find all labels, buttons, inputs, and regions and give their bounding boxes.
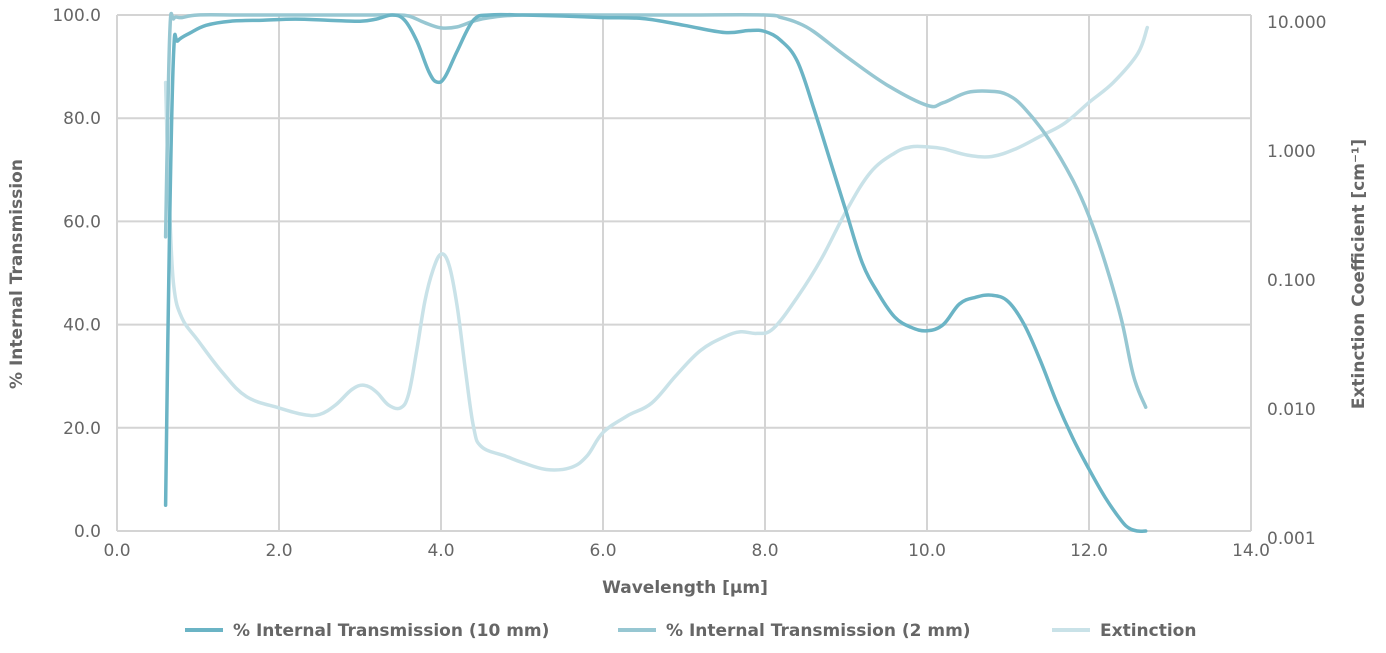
y2-axis-ticks: 0.001 0.010 0.100 1.000 10.000	[1267, 13, 1326, 549]
x-tick-label: 8.0	[751, 541, 778, 561]
y2-tick-label: 0.010	[1267, 400, 1316, 420]
x-tick-label: 4.0	[427, 541, 454, 561]
x-tick-label: 6.0	[589, 541, 616, 561]
x-tick-label: 12.0	[1070, 541, 1108, 561]
legend-label: % Internal Transmission (2 mm)	[666, 621, 971, 641]
legend-item: Extinction	[1052, 621, 1196, 641]
legend-label: Extinction	[1100, 621, 1196, 641]
x-axis-title: Wavelength [µm]	[602, 578, 768, 598]
y2-tick-label: 0.001	[1267, 529, 1316, 549]
y2-axis-title: Extinction Coefficient [cm⁻¹]	[1349, 139, 1369, 409]
x-tick-label: 0.0	[103, 541, 130, 561]
x-axis-ticks: 0.0 2.0 4.0 6.0 8.0 10.0 12.0 14.0	[103, 541, 1269, 561]
y2-tick-label: 0.100	[1267, 271, 1316, 291]
legend-label: % Internal Transmission (10 mm)	[233, 621, 549, 641]
y-axis-title: % Internal Transmission	[7, 159, 27, 389]
y-tick-label: 60.0	[63, 212, 101, 232]
series-line-transmission-10mm	[163, 12, 1148, 533]
y-tick-label: 20.0	[63, 419, 101, 439]
x-tick-label: 2.0	[265, 541, 292, 561]
series-line-extinction	[163, 25, 1150, 472]
y-tick-label: 100.0	[52, 6, 101, 26]
x-tick-label: 14.0	[1232, 541, 1270, 561]
x-tick-label: 10.0	[908, 541, 946, 561]
legend-item: % Internal Transmission (10 mm)	[185, 621, 549, 641]
y-tick-label: 80.0	[63, 109, 101, 129]
y-tick-label: 0.0	[74, 522, 101, 542]
y2-tick-label: 1.000	[1267, 142, 1316, 162]
legend: % Internal Transmission (10 mm) % Interna…	[185, 621, 1196, 641]
series-lines	[163, 11, 1150, 533]
legend-item: % Internal Transmission (2 mm)	[618, 621, 971, 641]
y-tick-label: 40.0	[63, 316, 101, 336]
y-axis-ticks: 0.0 20.0 40.0 60.0 80.0 100.0	[52, 6, 101, 542]
series-line-transmission-2mm	[163, 11, 1148, 409]
y2-tick-label: 10.000	[1267, 13, 1326, 33]
